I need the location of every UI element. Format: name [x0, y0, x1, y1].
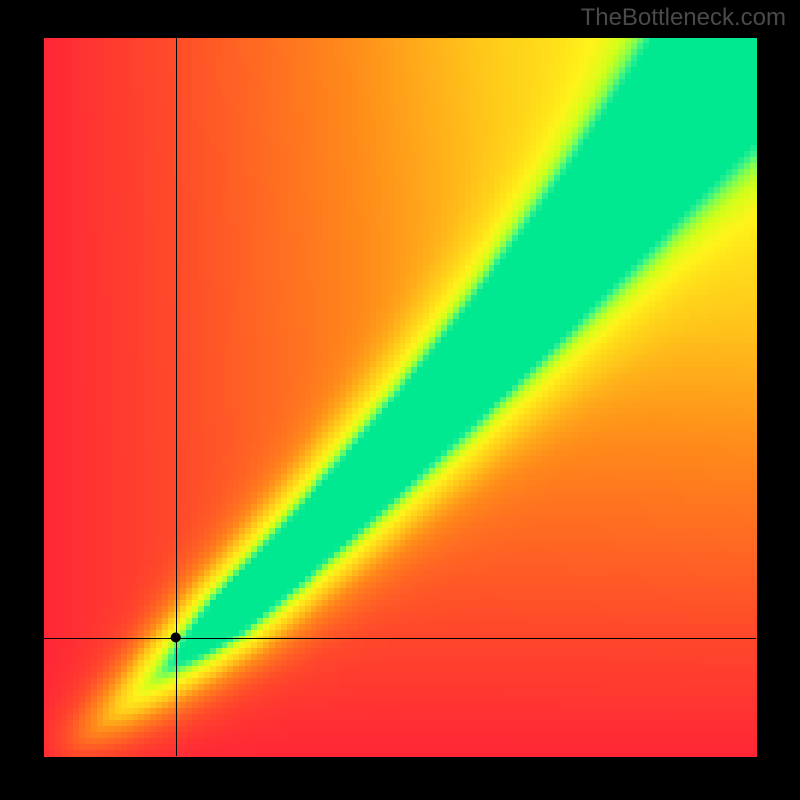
- bottleneck-heatmap: [0, 0, 800, 800]
- watermark-text: TheBottleneck.com: [581, 4, 786, 32]
- chart-stage: TheBottleneck.com: [0, 0, 800, 800]
